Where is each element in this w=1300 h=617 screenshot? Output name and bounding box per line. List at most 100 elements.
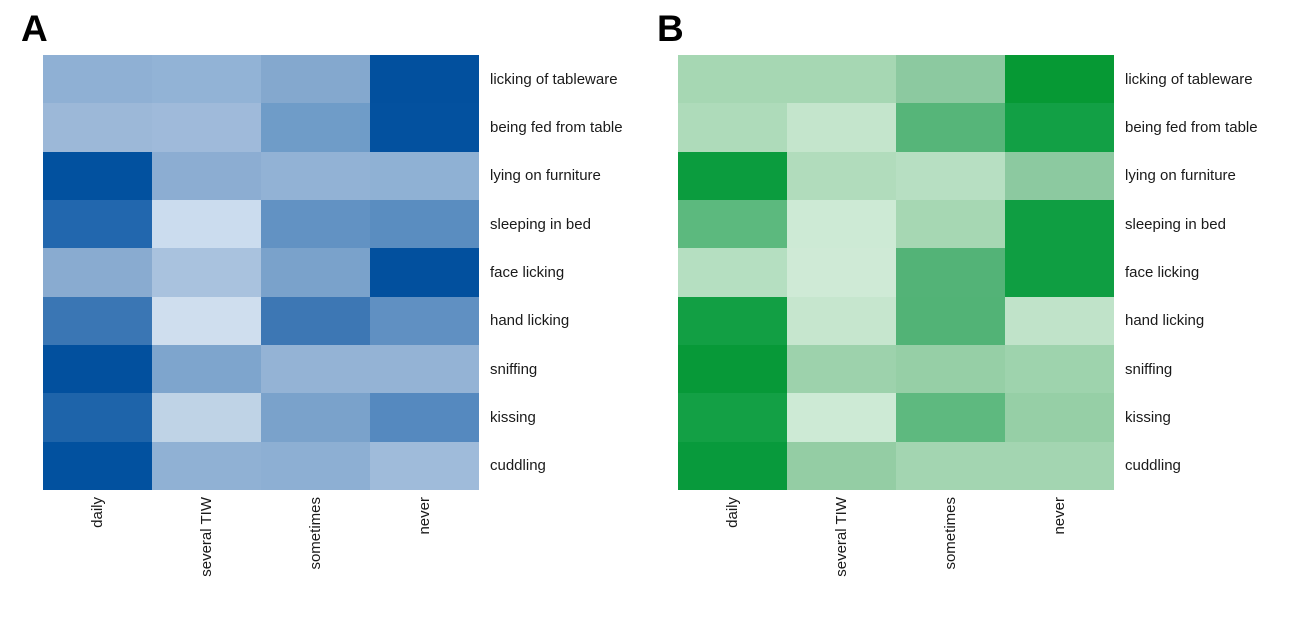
heatmap-cell — [43, 151, 152, 200]
column-label-text: daily — [724, 496, 741, 528]
heatmap-cell — [261, 344, 370, 394]
row-label: cuddling — [490, 457, 546, 475]
column-label: several TIW — [152, 497, 261, 617]
row-label: hand licking — [1125, 312, 1205, 330]
column-label-text: never — [1051, 496, 1068, 535]
heatmap-cell — [152, 199, 261, 249]
heatmap-cell — [261, 103, 370, 152]
heatmap-cell — [896, 441, 1005, 490]
column-label: daily — [43, 497, 152, 617]
row-labels: licking of tableware being fed from table… — [1114, 55, 1295, 490]
column-labels: daily several TIW sometimes never — [43, 497, 660, 617]
heatmap-cell — [43, 296, 152, 345]
row-label: being fed from table — [1125, 118, 1258, 136]
heatmap-cell — [370, 248, 479, 297]
heatmap-cell — [261, 55, 370, 104]
row-label: cuddling — [1125, 457, 1181, 475]
heatmap-cell — [152, 441, 261, 490]
heatmap-cell — [370, 55, 479, 104]
row-label: licking of tableware — [490, 70, 618, 88]
heatmap-cell — [787, 344, 896, 394]
heatmap-cell — [43, 441, 152, 490]
heatmap-cell — [1005, 344, 1114, 394]
column-label: daily — [678, 497, 787, 617]
row-labels: licking of tableware being fed from table… — [479, 55, 660, 490]
heatmap-cell — [787, 393, 896, 442]
heatmap-cell — [1005, 393, 1114, 442]
heatmap-grid — [678, 55, 1114, 490]
row-label: hand licking — [490, 312, 570, 330]
heatmap-cell — [152, 55, 261, 104]
row-label: sniffing — [490, 360, 538, 378]
heatmap-cell — [1005, 199, 1114, 249]
heatmap-cell — [152, 344, 261, 394]
column-label: never — [370, 497, 479, 617]
heatmap-cell — [43, 199, 152, 249]
heatmap-cell — [678, 199, 787, 249]
heatmap-cell — [678, 344, 787, 394]
heatmap-cell — [1005, 55, 1114, 104]
column-label-text: sometimes — [942, 496, 959, 570]
heatmap-cell — [896, 199, 1005, 249]
row-label: sniffing — [1125, 360, 1173, 378]
heatmap-cell — [43, 103, 152, 152]
heatmap-cell — [370, 296, 479, 345]
column-label-text: never — [416, 496, 433, 535]
row-label: face licking — [1125, 263, 1200, 281]
panel-b-label: B — [657, 8, 684, 49]
column-label-text: sometimes — [307, 496, 324, 570]
heatmap-cell — [370, 151, 479, 200]
heatmap-cell — [896, 344, 1005, 394]
heatmap-cell — [678, 393, 787, 442]
heatmap-cell — [43, 55, 152, 104]
heatmap-cell — [678, 151, 787, 200]
row-label: lying on furniture — [1125, 167, 1236, 185]
heatmap-cell — [152, 103, 261, 152]
heatmap-cell — [896, 393, 1005, 442]
heatmap-cell — [678, 296, 787, 345]
column-label-text: daily — [89, 496, 106, 528]
heatmap-cell — [1005, 103, 1114, 152]
column-label: sometimes — [896, 497, 1005, 617]
heatmap-cell — [152, 151, 261, 200]
panel-a-label: A — [21, 8, 48, 49]
heatmap-cell — [678, 441, 787, 490]
heatmap-cell — [370, 344, 479, 394]
heatmap-cell — [261, 199, 370, 249]
heatmap-cell — [896, 103, 1005, 152]
heatmap-panel-b: licking of tableware being fed from table… — [678, 55, 1295, 617]
heatmap-cell — [1005, 296, 1114, 345]
heatmap-cell — [896, 296, 1005, 345]
heatmap-cell — [1005, 248, 1114, 297]
heatmap-cell — [370, 199, 479, 249]
column-labels: daily several TIW sometimes never — [678, 497, 1295, 617]
heatmap-cell — [787, 151, 896, 200]
heatmap-cell — [152, 393, 261, 442]
heatmap-cell — [370, 393, 479, 442]
heatmap-cell — [787, 296, 896, 345]
row-label: lying on furniture — [490, 167, 601, 185]
heatmap-cell — [787, 55, 896, 104]
heatmap-cell — [261, 296, 370, 345]
heatmap-cell — [787, 199, 896, 249]
heatmap-cell — [896, 55, 1005, 104]
heatmap-cell — [1005, 151, 1114, 200]
heatmap-cell — [152, 248, 261, 297]
heatmap-cell — [678, 103, 787, 152]
heatmap-cell — [261, 248, 370, 297]
heatmap-cell — [678, 55, 787, 104]
column-label: several TIW — [787, 497, 896, 617]
row-label: being fed from table — [490, 118, 623, 136]
heatmap-cell — [261, 151, 370, 200]
heatmap-cell — [261, 441, 370, 490]
heatmap-cell — [787, 103, 896, 152]
row-label: licking of tableware — [1125, 70, 1253, 88]
heatmap-cell — [43, 393, 152, 442]
column-label: never — [1005, 497, 1114, 617]
heatmap-cell — [370, 441, 479, 490]
heatmap-grid — [43, 55, 479, 490]
column-label-text: several TIW — [198, 496, 215, 577]
row-label: kissing — [490, 408, 536, 426]
row-label: face licking — [490, 263, 565, 281]
